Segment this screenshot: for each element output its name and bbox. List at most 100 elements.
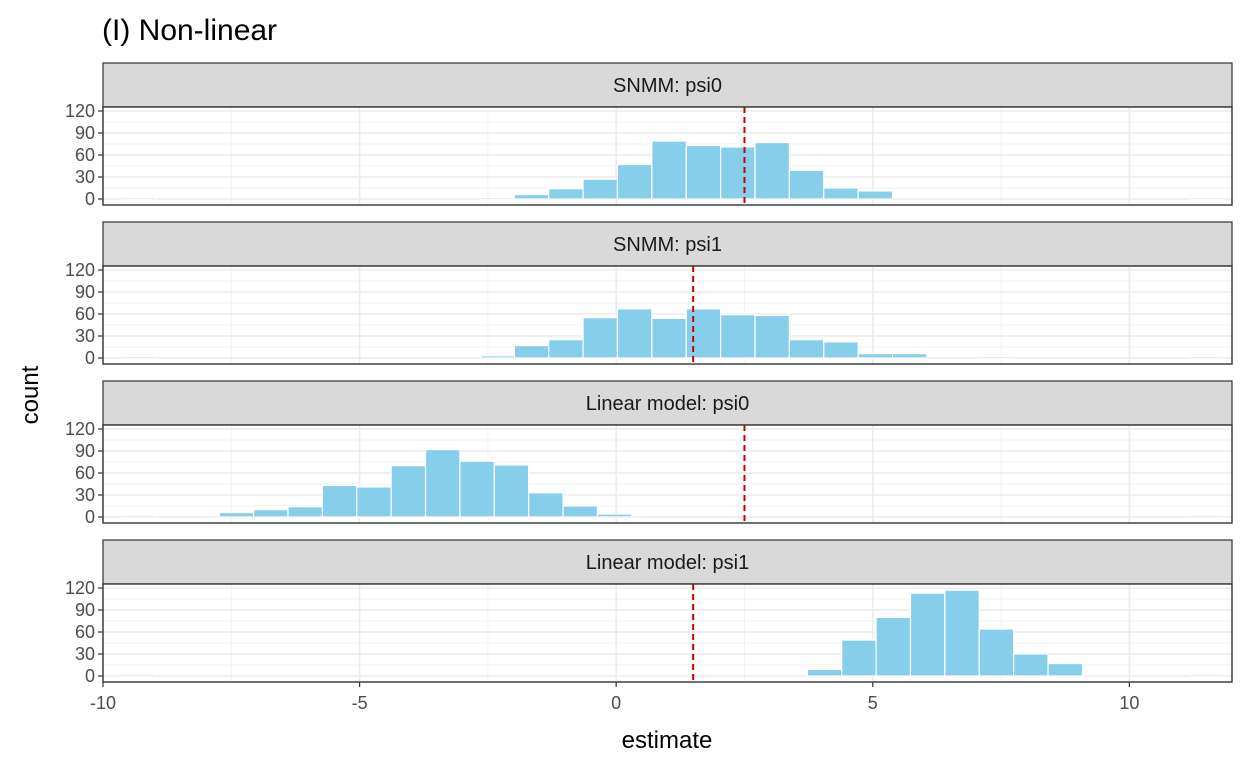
histogram-bar [841,639,877,677]
histogram-bar [857,190,894,200]
histogram-bar [1188,196,1225,200]
panel-border [102,106,1233,206]
x-axis-title: estimate [622,727,713,754]
y-tick-label: 90 [75,441,95,461]
histogram-bar [121,196,157,200]
histogram-bar [754,314,790,359]
x-axis: -10 -5 0 5 10 [90,682,1139,713]
y-tick-label: 60 [75,463,95,483]
facet-strip-label: Linear model: psi1 [586,552,749,574]
y-axis-title: count [17,365,44,424]
histogram-bar [390,465,427,518]
histogram-bar [287,506,323,518]
histogram-bar [616,163,653,200]
chart-title: (I) Non-linear [102,14,277,47]
histogram-bar [720,314,756,359]
y-tick-label: 0 [85,189,95,209]
histogram-bar [1188,514,1225,518]
histogram-bar [548,188,584,200]
histogram-bar [978,628,1015,677]
y-tick-label: 30 [75,485,95,505]
histogram-bar [548,339,584,359]
histogram-bar [480,196,516,200]
histogram-bar [121,673,157,677]
y-tick-label: 90 [75,282,95,302]
y-tick-label: 30 [75,167,95,187]
histogram-bar [480,355,516,359]
histogram-bar [528,492,564,518]
histogram-bar [823,187,859,200]
histogram-bar [978,355,1014,359]
histogram-bar [1188,355,1225,359]
histogram-bar [596,513,633,518]
histogram-bar [493,464,530,518]
histogram-bar [685,308,722,359]
histogram-bar [1188,673,1225,677]
histogram-bar [891,353,928,359]
x-tick-label: -10 [90,693,116,713]
histogram-bar [788,169,825,200]
y-tick-label: 90 [75,600,95,620]
facet-strip-label: SNMM: psi1 [613,234,722,256]
histogram-bar [582,178,619,200]
histogram-bar [253,509,289,518]
histogram-bar [424,448,461,518]
histogram-bar [857,353,894,359]
histogram-bar [121,355,157,359]
histogram-bar [754,141,790,200]
y-tick-label: 60 [75,622,95,642]
y-tick-label: 0 [85,666,95,686]
histogram-bar [909,592,946,677]
histogram-bar [582,317,619,359]
histogram-bar [875,616,912,677]
y-tick-label: 120 [65,260,95,280]
y-tick-label: 60 [75,304,95,324]
panel-border [102,583,1233,683]
histogram-bar [459,460,495,518]
histogram-bar [1013,653,1049,677]
panel-border [102,265,1233,365]
histogram-bar [720,146,756,200]
facet-strip [102,62,1233,108]
histogram-bar [513,194,550,200]
x-tick-label: -5 [352,693,368,713]
x-tick-label: 5 [868,693,878,713]
histogram-bar [806,668,843,677]
facet-strip-label: Linear model: psi0 [586,393,749,415]
histogram-bar [513,344,550,359]
histogram-bar [651,317,687,359]
x-tick-label: 10 [1119,693,1139,713]
histogram-bar [823,341,859,359]
histogram-bar [788,339,825,359]
histogram-bar [616,308,653,359]
facet-strip [102,221,1233,267]
y-tick-label: 30 [75,326,95,346]
y-tick-label: 120 [65,419,95,439]
histogram-bar [651,140,687,200]
histogram-bar [121,514,157,518]
y-tick-label: 30 [75,644,95,664]
y-tick-label: 0 [85,348,95,368]
panel-border [102,424,1233,524]
histogram-bar [685,144,722,200]
y-tick-label: 120 [65,578,95,598]
y-tick-label: 60 [75,145,95,165]
histogram-bar [562,505,599,518]
x-tick-label: 0 [611,693,621,713]
facet-strip [102,539,1233,585]
histogram-bar [218,511,255,518]
facet-strip-label: SNMM: psi0 [613,75,722,97]
y-tick-label: 0 [85,507,95,527]
y-tick-label: 90 [75,123,95,143]
histogram-bar [321,484,358,518]
y-tick-label: 120 [65,101,95,121]
histogram-bar [1047,662,1084,677]
histogram-bar [356,486,392,518]
